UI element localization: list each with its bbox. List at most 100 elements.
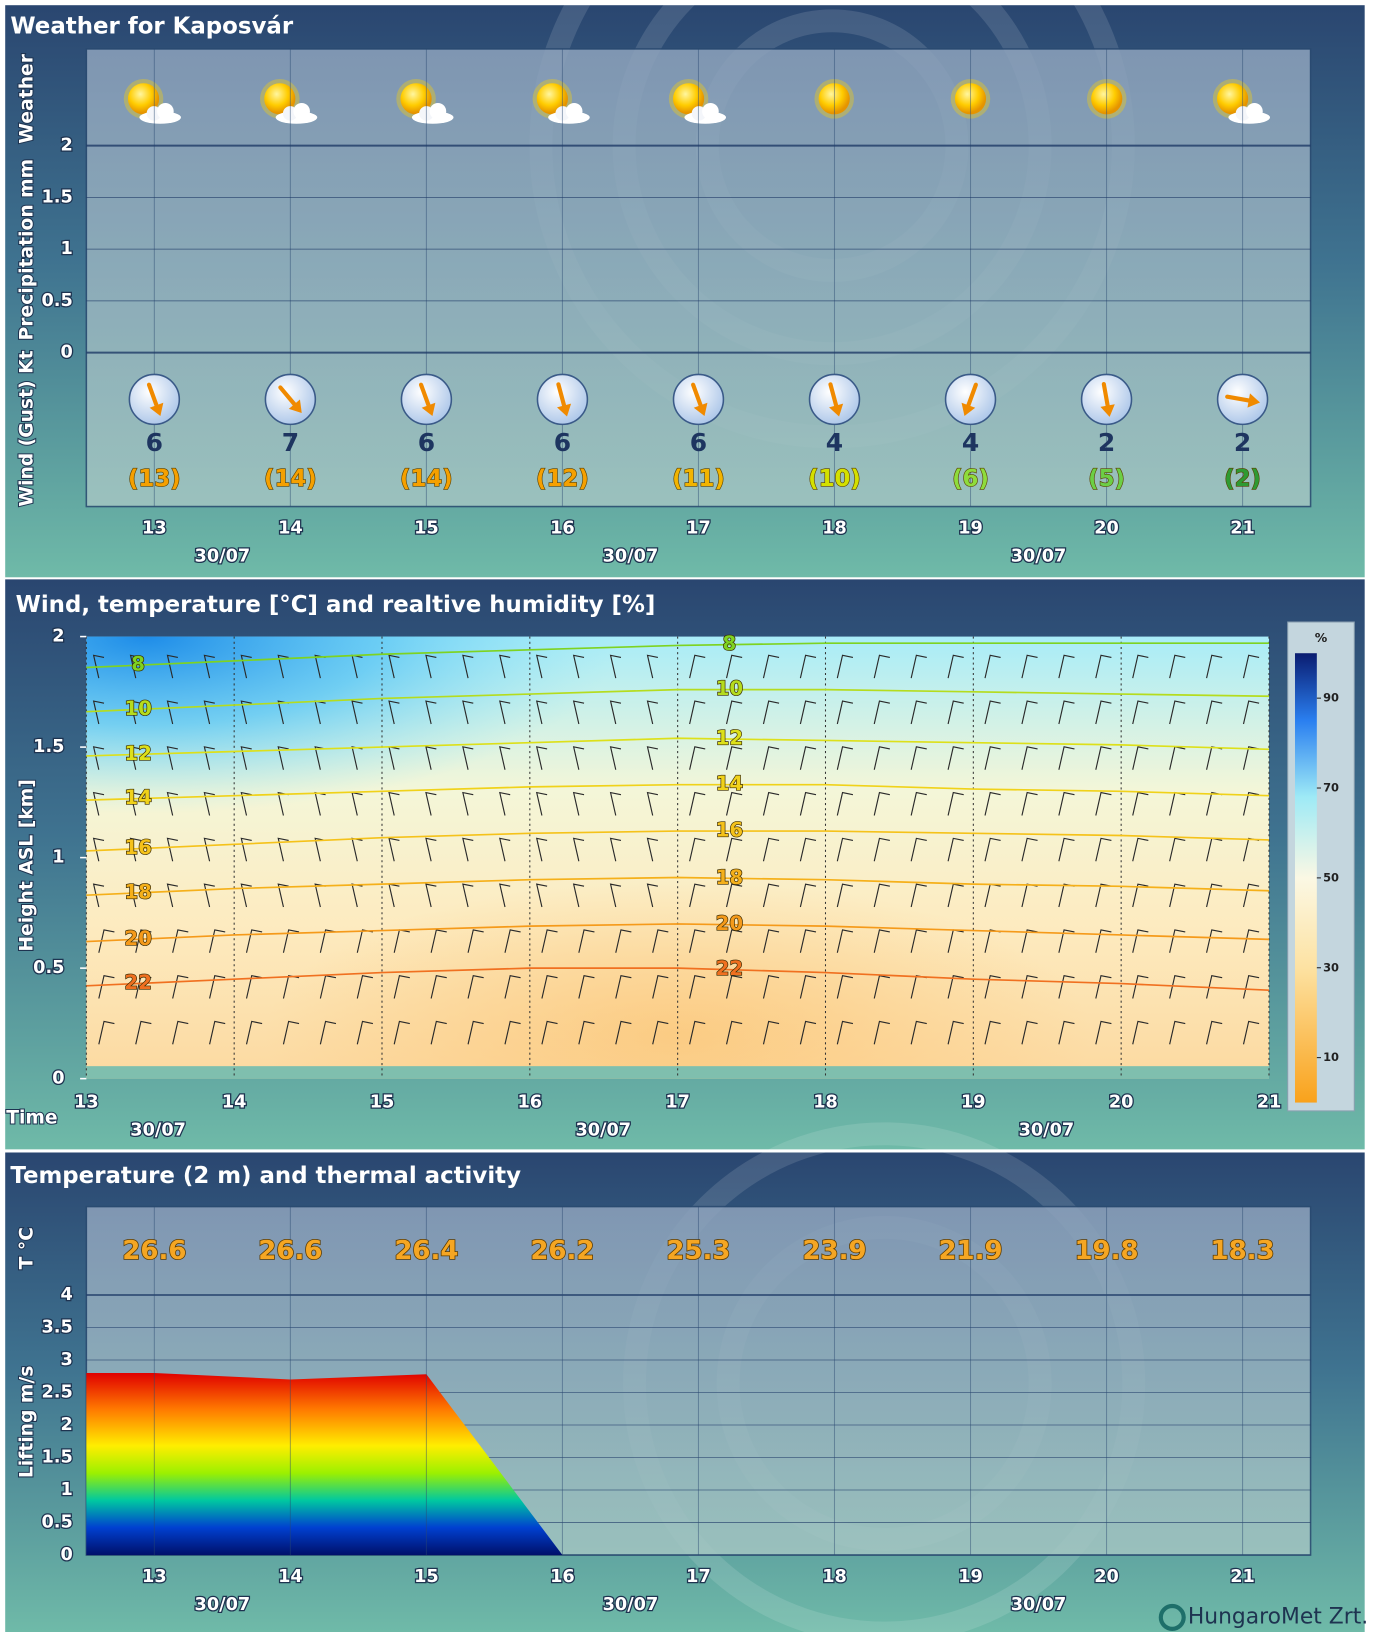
x-tick-label: 15 — [370, 1093, 395, 1113]
wind-barb — [535, 837, 548, 862]
x-tick-label: 19 — [958, 518, 983, 538]
wind-barb — [209, 974, 226, 999]
x-tick-label: 13 — [74, 1093, 99, 1113]
wind-barb — [1242, 654, 1260, 679]
wind-arrow — [1216, 373, 1269, 426]
wind-barb — [1132, 837, 1149, 862]
wind-barb — [319, 1020, 337, 1045]
wind-barb — [172, 929, 189, 953]
wind-barb — [467, 974, 484, 999]
arrow-shaft — [964, 382, 978, 412]
wind-barb — [1095, 654, 1112, 679]
wind-barb — [836, 654, 854, 679]
wind-barb — [609, 746, 622, 770]
y-tick-label: 0.5 — [41, 1513, 72, 1533]
wind-barb — [646, 791, 659, 816]
wind-barb — [762, 746, 780, 770]
wind-barb — [1058, 929, 1075, 953]
wind-barb — [135, 974, 152, 999]
arrow — [418, 382, 436, 417]
y-tick-label: 1.5 — [33, 737, 64, 757]
wind-barb — [277, 883, 289, 908]
x-tick-label: 17 — [665, 1093, 690, 1113]
y-tick-label: 3 — [61, 1350, 73, 1370]
x-tick-label: 21 — [1230, 1567, 1255, 1587]
wind-barb — [1242, 974, 1260, 999]
wind-barb — [1169, 837, 1186, 862]
wind-barb — [1206, 929, 1223, 953]
wind-barb — [240, 654, 252, 679]
wind-barb — [572, 791, 585, 816]
wind-barb — [1021, 929, 1038, 953]
wind-barb — [578, 974, 595, 999]
wind-arrow — [808, 373, 861, 426]
wind-barb — [725, 974, 743, 999]
wind-barb — [1095, 974, 1112, 999]
arrow-head — [1247, 393, 1260, 408]
wind-gust: (5) — [1088, 466, 1125, 492]
wind-barb — [1169, 929, 1186, 953]
wind-barb — [652, 1020, 669, 1045]
wind-barb — [578, 1020, 595, 1045]
wind-barb — [1058, 791, 1075, 816]
wind-barb — [615, 1020, 632, 1045]
wind-barb — [799, 791, 817, 816]
isotherm-label: 20 — [716, 912, 743, 935]
wind-barb — [947, 974, 964, 999]
wind-barb — [98, 929, 115, 953]
x-tick-label: 16 — [550, 518, 575, 538]
wind-barb — [725, 700, 743, 725]
wind-barb — [725, 746, 743, 770]
wind-speed: 7 — [282, 428, 299, 457]
wind-barb — [799, 1020, 817, 1045]
wind-barb — [1132, 654, 1149, 679]
wind-barb — [1169, 883, 1186, 908]
wind-barb — [282, 929, 300, 953]
colorbar-tick-label: 90 — [1323, 691, 1339, 705]
arrow-shaft — [691, 382, 705, 412]
wind-barb — [762, 837, 780, 862]
arrow — [828, 382, 844, 417]
wind-barb — [1095, 1020, 1112, 1045]
wind-barb — [725, 837, 743, 862]
colorbar-tick-label: 30 — [1323, 960, 1339, 974]
colorbar-tick-label: 50 — [1323, 870, 1339, 884]
y-tick-label: 1.5 — [41, 1448, 72, 1468]
wind-barb — [646, 746, 659, 770]
wind-barb — [462, 746, 474, 770]
temperature-label: 26.6 — [122, 1236, 186, 1266]
wind-barb — [689, 974, 706, 999]
wind-barb — [1169, 654, 1186, 679]
isotherm-label: 22 — [716, 957, 743, 980]
wind-barb — [166, 746, 178, 770]
wind-barb — [947, 700, 964, 725]
wind-barb — [1095, 700, 1112, 725]
wind-barb — [1132, 929, 1149, 953]
wind-barb — [910, 883, 927, 908]
wind-barb — [351, 700, 363, 725]
wind-barb — [462, 791, 474, 816]
wind-barb — [984, 1020, 1001, 1045]
arrow-head — [1100, 404, 1115, 417]
wind-barb — [203, 746, 215, 770]
isotherm-label: 14 — [716, 772, 743, 795]
y-axis-label: T °C — [17, 1227, 38, 1269]
y-tick-label: 0 — [61, 1545, 73, 1565]
y-tick-label: 3.5 — [41, 1317, 72, 1337]
wind-barb — [689, 791, 706, 816]
wind-barb — [535, 883, 548, 908]
wind-barb — [689, 837, 706, 862]
x-tick-label: 21 — [1230, 518, 1255, 538]
date-label: 30/07 — [1019, 1121, 1075, 1141]
arrow-shaft — [1101, 381, 1111, 412]
arrow — [691, 382, 708, 417]
wind-barb — [1021, 974, 1038, 999]
wind-barb — [836, 700, 854, 725]
arrow-head — [693, 402, 708, 417]
wind-barb — [1132, 1020, 1149, 1045]
temperature-label: 21.9 — [938, 1236, 1002, 1266]
wind-barb — [725, 791, 743, 816]
x-tick-label: 15 — [414, 518, 439, 538]
wind-barb — [836, 837, 854, 862]
wind-barb — [425, 837, 437, 862]
